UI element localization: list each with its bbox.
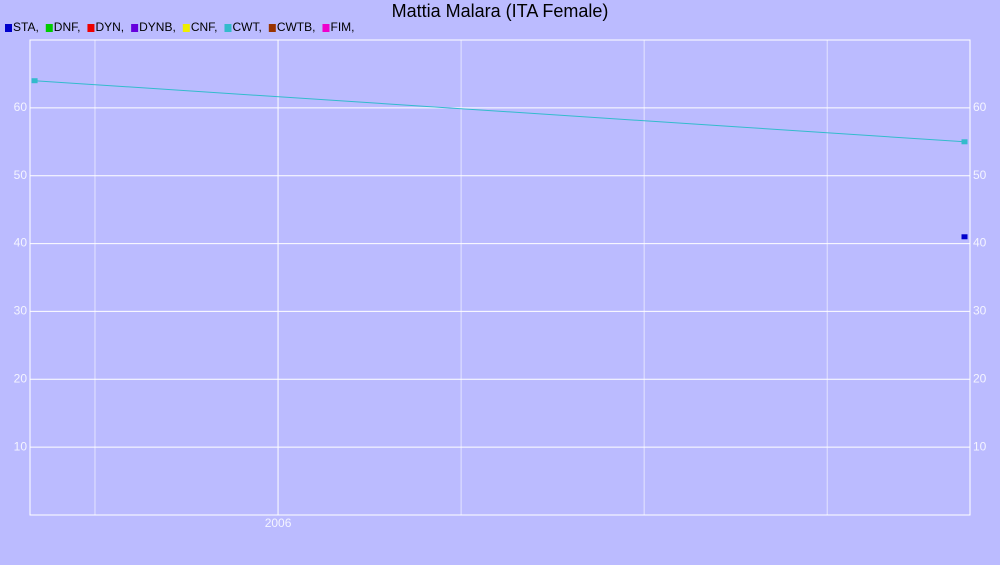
legend-label: STA, [13, 20, 39, 34]
x-tick-label: 2006 [265, 516, 292, 530]
legend-swatch [322, 24, 330, 32]
legend-label: FIM, [330, 20, 354, 34]
point [961, 234, 968, 240]
y-tick-label: 10 [14, 439, 28, 453]
point [31, 78, 38, 84]
legend-swatch [87, 24, 95, 32]
y-tick-label: 10 [973, 439, 987, 453]
chart-title: Mattia Malara (ITA Female) [392, 1, 609, 21]
plot-area [29, 39, 971, 516]
y-tick-label: 50 [14, 168, 28, 182]
series-line [34, 80, 965, 143]
legend-swatch [131, 24, 139, 32]
y-tick-label: 30 [14, 304, 28, 318]
y-tick-label: 30 [973, 304, 987, 318]
y-tick-label: 60 [14, 100, 28, 114]
y-tick-label: 60 [973, 100, 987, 114]
legend-swatch [224, 24, 232, 32]
legend-swatch [5, 24, 12, 32]
point [961, 139, 968, 145]
legend-swatch [268, 24, 276, 32]
legend-swatch [45, 24, 53, 32]
y-tick-label: 40 [973, 236, 987, 250]
legend-label: CWTB, [277, 20, 316, 34]
legend-label: DNF, [54, 20, 81, 34]
legend-label: CWT, [232, 20, 261, 34]
legend-label: CNF, [191, 20, 218, 34]
y-tick-label: 20 [973, 371, 987, 385]
y-tick-label: 40 [14, 236, 28, 250]
legend-label: DYNB, [139, 20, 176, 34]
legend-label: DYN, [95, 20, 124, 34]
y-tick-label: 20 [14, 371, 28, 385]
legend-swatch [182, 24, 190, 32]
y-tick-label: 50 [973, 168, 987, 182]
